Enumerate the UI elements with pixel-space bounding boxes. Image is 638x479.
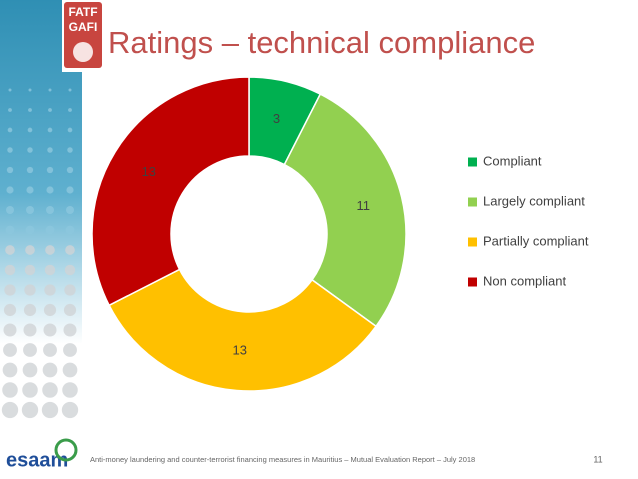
dot (26, 186, 34, 194)
dot (2, 382, 18, 398)
dot (7, 127, 13, 133)
dot (25, 245, 35, 255)
dot (8, 88, 12, 92)
dot (62, 382, 78, 398)
dot (3, 323, 17, 337)
dot (63, 323, 77, 337)
dot (5, 225, 15, 235)
legend-label: Non compliant (483, 273, 566, 288)
dot (45, 245, 55, 255)
dot (43, 343, 57, 357)
dot (48, 108, 52, 112)
data-label: 13 (233, 343, 247, 358)
dot (3, 343, 17, 357)
sidebar-dots (1, 88, 79, 419)
dot (67, 147, 73, 153)
dot (8, 108, 12, 112)
logo-globe (54, 438, 78, 462)
dot (6, 186, 14, 194)
dot (46, 166, 54, 174)
logo-bottom: esaam (6, 449, 68, 471)
dot (5, 205, 15, 215)
footer-logo-box (0, 430, 82, 479)
dot (3, 303, 17, 317)
legend-label: Compliant (483, 153, 542, 168)
dot (43, 323, 57, 337)
dot (63, 303, 77, 317)
dot (24, 284, 36, 296)
dot (23, 303, 37, 317)
dot (21, 401, 39, 419)
dot (7, 147, 13, 153)
logo-emblem (73, 42, 93, 62)
dot (68, 88, 72, 92)
logo-text: FATF (68, 5, 97, 19)
dot (2, 362, 18, 378)
legend-swatch (468, 157, 477, 167)
dot (66, 186, 74, 194)
dot (45, 225, 55, 235)
dot (4, 284, 16, 296)
dot (24, 264, 36, 276)
dot (68, 108, 72, 112)
dot (64, 284, 76, 296)
data-label: 13 (142, 164, 156, 179)
legend-swatch (468, 277, 477, 287)
dot (22, 362, 38, 378)
dot (4, 264, 16, 276)
donut-segment (91, 76, 250, 307)
dot (48, 88, 52, 92)
dot (27, 127, 33, 133)
data-label: 11 (357, 198, 371, 213)
dot (43, 303, 57, 317)
dot (27, 147, 33, 153)
dot (23, 323, 37, 337)
dot (42, 382, 58, 398)
data-label: 3 (273, 111, 280, 126)
legend-swatch (468, 237, 477, 247)
dot (47, 147, 53, 153)
dot (63, 343, 77, 357)
dot (42, 362, 58, 378)
legend-label: Largely compliant (483, 193, 585, 208)
legend-label: Partially compliant (483, 233, 589, 248)
dot (65, 225, 75, 235)
dot (5, 245, 15, 255)
dot (67, 127, 73, 133)
dot (1, 401, 19, 419)
logo-text: GAFI (69, 20, 98, 34)
donut-segment (108, 268, 378, 392)
dot (25, 205, 35, 215)
dot (28, 88, 32, 92)
legend-swatch (468, 197, 477, 207)
dot (41, 401, 59, 419)
dot (66, 166, 74, 174)
dot (25, 225, 35, 235)
dot (46, 186, 54, 194)
dot (44, 284, 56, 296)
slide-title: Ratings – technical compliance (108, 25, 535, 60)
dot (44, 264, 56, 276)
dot (47, 127, 53, 133)
dot (6, 166, 14, 174)
dot (22, 382, 38, 398)
footer-text: Anti-money laundering and counter-terror… (90, 455, 475, 464)
donut-segment (283, 93, 407, 328)
dot (26, 166, 34, 174)
dot (65, 205, 75, 215)
dot (23, 343, 37, 357)
dot (65, 245, 75, 255)
dot (62, 362, 78, 378)
dot (45, 205, 55, 215)
dot (61, 401, 79, 419)
dot (64, 264, 76, 276)
dot (28, 108, 32, 112)
page-number: 11 (593, 454, 602, 464)
